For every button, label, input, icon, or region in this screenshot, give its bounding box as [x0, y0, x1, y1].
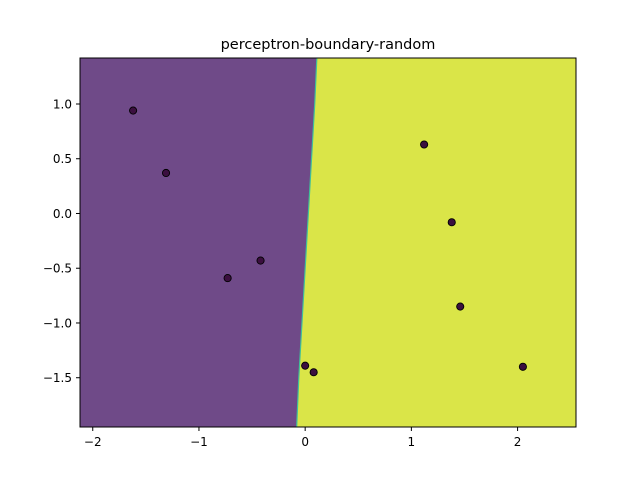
decision-regions — [80, 57, 576, 428]
x-tick-label: 2 — [514, 435, 522, 449]
data-point — [309, 368, 318, 377]
region-class-0 — [80, 58, 317, 427]
decision-boundary — [296, 57, 318, 428]
y-tick-label: −1.0 — [43, 316, 72, 330]
data-point — [518, 362, 527, 371]
axes: −2 −1 0 1 2 −1.5 −1.0 −0.5 0.0 0.5 1.0 — [43, 57, 577, 449]
x-tick-label: 1 — [408, 435, 416, 449]
x-tick-label: −2 — [84, 435, 102, 449]
y-tick-label: −0.5 — [43, 262, 72, 276]
data-point — [447, 218, 456, 227]
y-tick-label: 0.0 — [53, 207, 72, 221]
chart-title: perceptron-boundary-random — [221, 37, 436, 53]
x-tick-label: −1 — [190, 435, 208, 449]
data-point — [161, 168, 171, 178]
data-point — [129, 106, 138, 115]
plot-frame — [79, 57, 577, 428]
data-point — [301, 361, 310, 370]
x-tick-label: 0 — [301, 435, 309, 449]
data-point — [456, 302, 465, 311]
data-point — [223, 274, 232, 283]
y-tick-label: 1.0 — [53, 97, 72, 111]
y-tick-label: −1.5 — [43, 371, 72, 385]
y-tick-label: 0.5 — [53, 152, 72, 166]
data-point — [256, 256, 265, 265]
data-points — [129, 106, 527, 377]
data-point — [420, 140, 429, 149]
